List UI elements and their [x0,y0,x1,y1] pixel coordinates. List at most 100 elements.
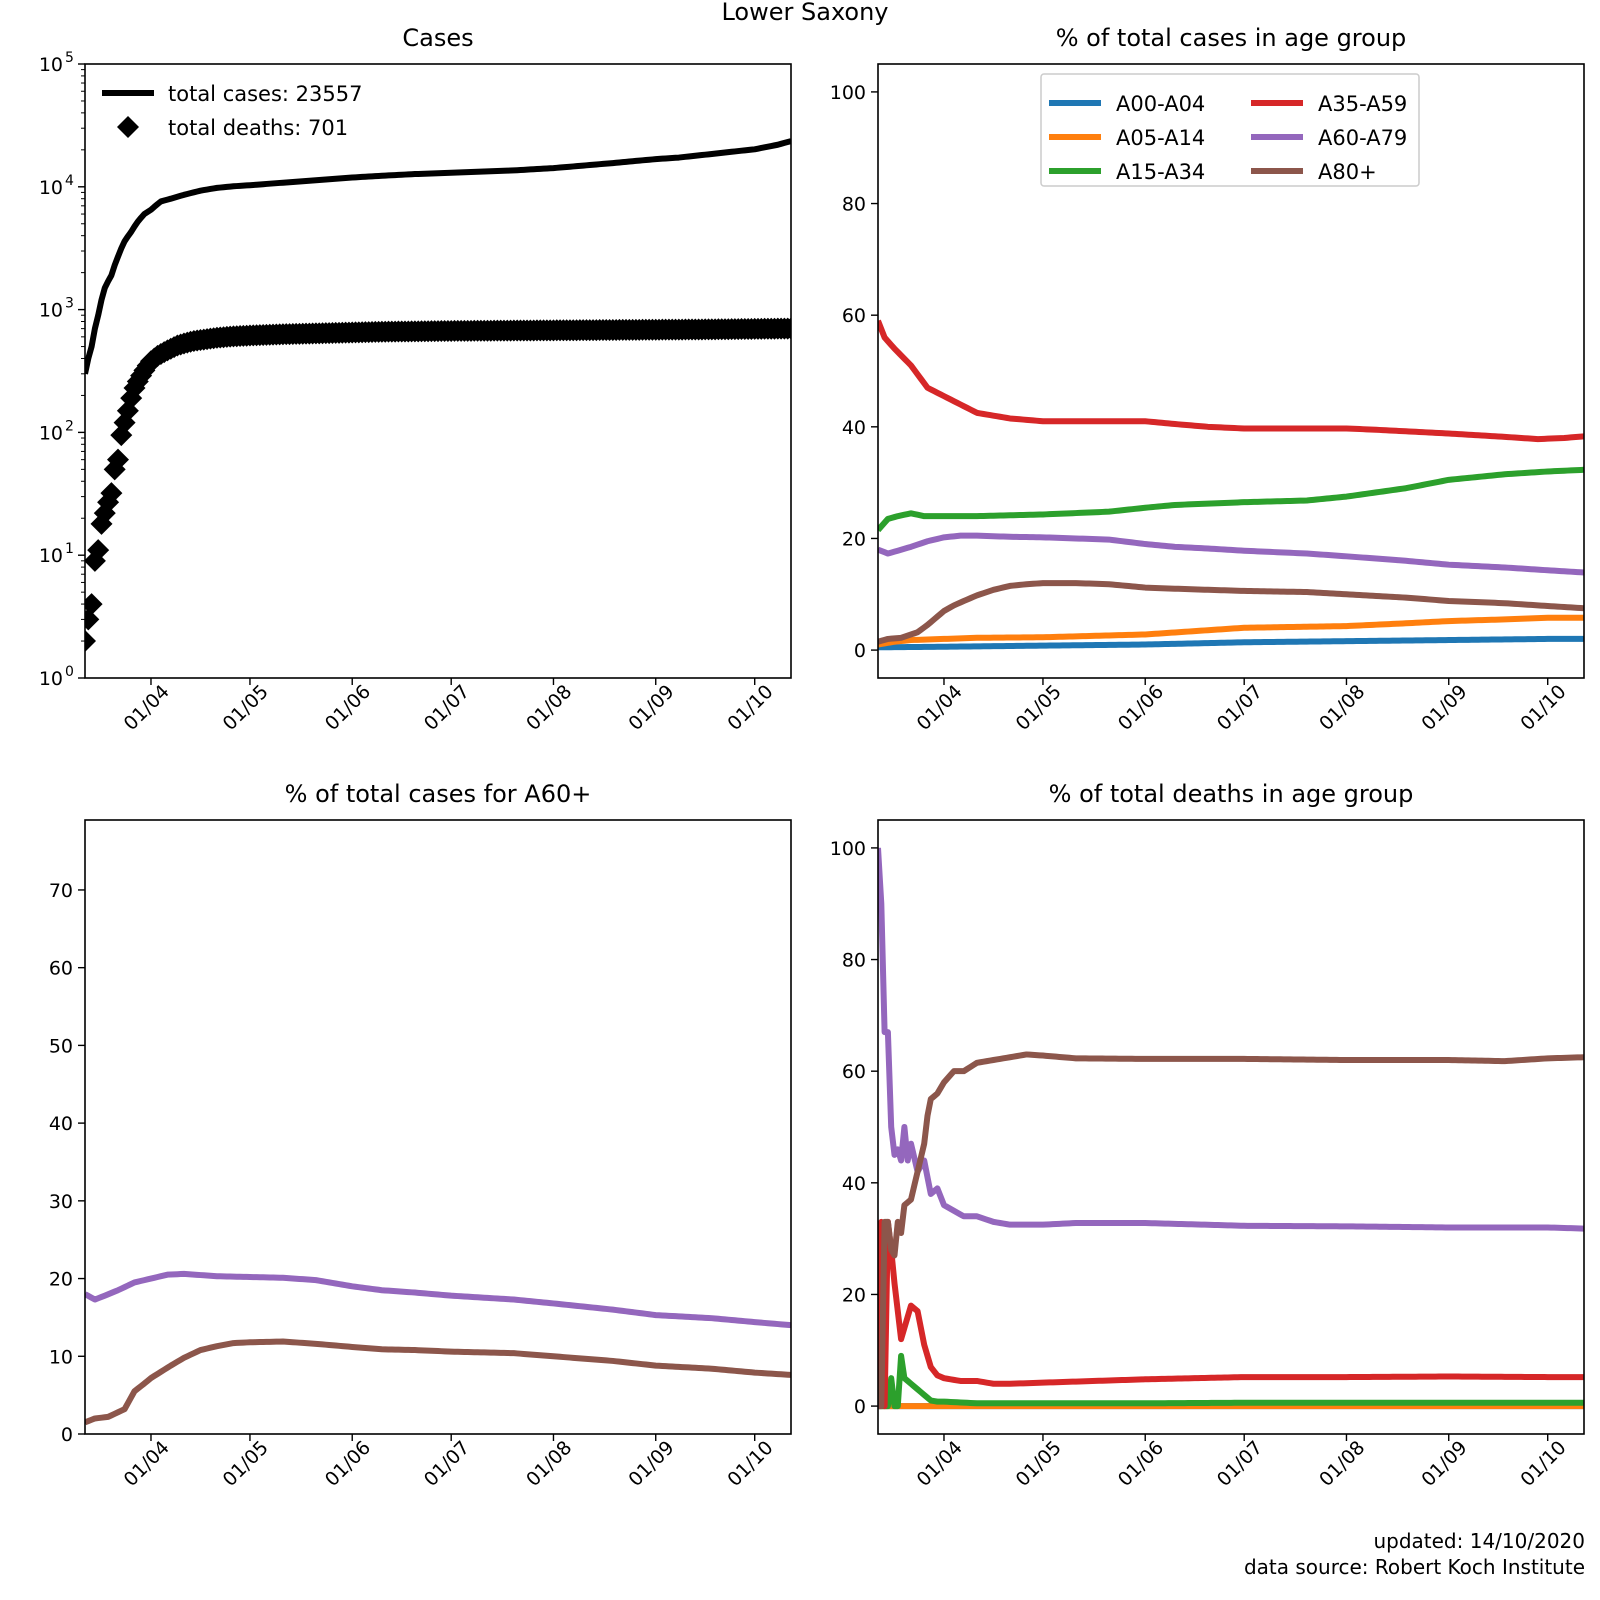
series-line-A00-A04 [878,635,1584,651]
legend-label: A35-A59 [1318,92,1407,116]
x-tick-label: 01/10 [1516,1437,1570,1491]
subplot-age_deaths: % of total deaths in age group 01/04 01/05… [830,780,1585,1491]
x-tick-label: 01/04 [120,1437,174,1491]
x-tick-label: 01/04 [913,681,967,735]
subplot-title: % of total cases for A60+ [285,780,592,808]
death-marker [100,482,123,505]
x-tick-label: 01/10 [723,681,777,735]
subplot-title: % of total cases in age group [1056,24,1407,52]
series-line-A60-A79 [85,1270,791,1329]
x-tick-label: 01/06 [321,681,375,735]
death-marker [113,411,136,434]
x-tick-label: 01/06 [321,1437,375,1491]
death-marker [106,448,129,471]
series-line-A60-A79 [878,847,1584,1232]
x-tick-label: 01/09 [1417,681,1471,735]
series-line-A15-A34 [878,466,1584,533]
axes-frame [84,819,792,1435]
x-tick-label: 01/05 [219,681,273,735]
x-tick-label: 01/10 [723,1437,777,1491]
legend-label: total cases: 23557 [168,82,362,106]
subplot-cases: Cases 01/04 01/05 01/06 01/07 01/08 01/09 01/10… [39,24,792,735]
x-tick-label: 01/06 [1114,681,1168,735]
x-tick-label: 01/09 [624,681,678,735]
legend-label: total deaths: 701 [168,116,348,140]
y-tick-label: 10 2 [39,418,74,444]
x-tick-label: 01/07 [1213,1437,1267,1491]
subplot-title: % of total deaths in age group [1049,780,1414,808]
plot-area [878,319,1584,651]
y-tick-label: 40 [49,1113,73,1135]
y-tick-label: 60 [842,305,866,327]
x-tick-label: 01/05 [1012,1437,1066,1491]
legend: A00-A04 A05-A14 A15-A34 A35-A59 A60-A79 A80+ [1040,73,1420,187]
y-tick-label: 40 [842,1173,866,1195]
legend-label: A00-A04 [1116,92,1205,116]
x-tick-label: 01/04 [913,1437,967,1491]
y-tick-label: 30 [49,1191,73,1213]
death-marker [85,630,96,653]
death-marker [780,317,791,340]
legend-label: A15-A34 [1116,160,1205,184]
legend-label: A05-A14 [1116,126,1205,150]
y-tick-label: 50 [49,1035,73,1057]
death-marker [87,539,110,562]
series-line-total cases [85,138,791,375]
y-tick-label: 10 3 [39,296,74,322]
axes-frame [84,63,792,679]
y-tick-label: 20 [49,1269,73,1291]
x-tick-label: 01/08 [1315,681,1369,735]
y-tick-label: 80 [842,194,866,216]
series-line-A15-A34 [878,1352,1584,1410]
death-marker [93,502,116,525]
series-line-A05-A14 [878,614,1584,648]
death-marker [85,593,103,616]
plot-area [878,847,1584,1410]
series-line-A60-A79 [878,532,1584,576]
y-tick-label: 60 [842,1061,866,1083]
footer-updated: updated: 14/10/2020 [1373,1529,1585,1553]
subplot-title: Cases [402,24,473,52]
axes-frame [877,819,1585,1435]
x-tick-label: 01/07 [420,681,474,735]
y-tick-label: 20 [842,1284,866,1306]
death-marker [85,549,106,572]
y-tick-label: 100 [830,838,866,860]
legend-label: A60-A79 [1318,126,1407,150]
series-line-A35-A59 [878,319,1584,443]
x-tick-label: 01/04 [120,681,174,735]
series-line-A80+ [878,1051,1584,1410]
y-tick-label: 10 4 [39,173,74,199]
plot-area [85,138,791,653]
axes-frame [877,63,1585,679]
x-tick-label: 01/09 [624,1437,678,1491]
plot-area [85,1270,791,1426]
y-tick-label: 10 [49,1346,73,1368]
legend: total cases: 23557 total deaths: 701 [102,82,362,140]
series-line-A80+ [85,1338,791,1426]
legend-label: A80+ [1318,160,1377,184]
subplot-a60_cases: % of total cases for A60+ 01/04 01/05 01/06… [49,780,792,1491]
y-tick-label: 100 [830,82,866,104]
x-tick-label: 01/09 [1417,1437,1471,1491]
series-line-A80+ [878,580,1584,645]
x-tick-label: 01/08 [1315,1437,1369,1491]
y-tick-label: 20 [842,528,866,550]
x-tick-label: 01/07 [420,1437,474,1491]
y-tick-label: 40 [842,417,866,439]
y-tick-label: 10 5 [39,50,74,76]
y-tick-label: 60 [49,958,73,980]
figure-suptitle: Lower Saxony [721,0,888,26]
x-tick-label: 01/08 [522,681,576,735]
legend-frame [1040,73,1420,187]
footer-source: data source: Robert Koch Institute [1244,1555,1585,1579]
death-marker [85,608,100,631]
x-tick-label: 01/05 [219,1437,273,1491]
x-tick-label: 01/08 [522,1437,576,1491]
x-tick-label: 01/10 [1516,681,1570,735]
x-tick-label: 01/05 [1012,681,1066,735]
y-tick-label: 10 1 [39,541,74,567]
legend-marker-handle [117,116,139,138]
